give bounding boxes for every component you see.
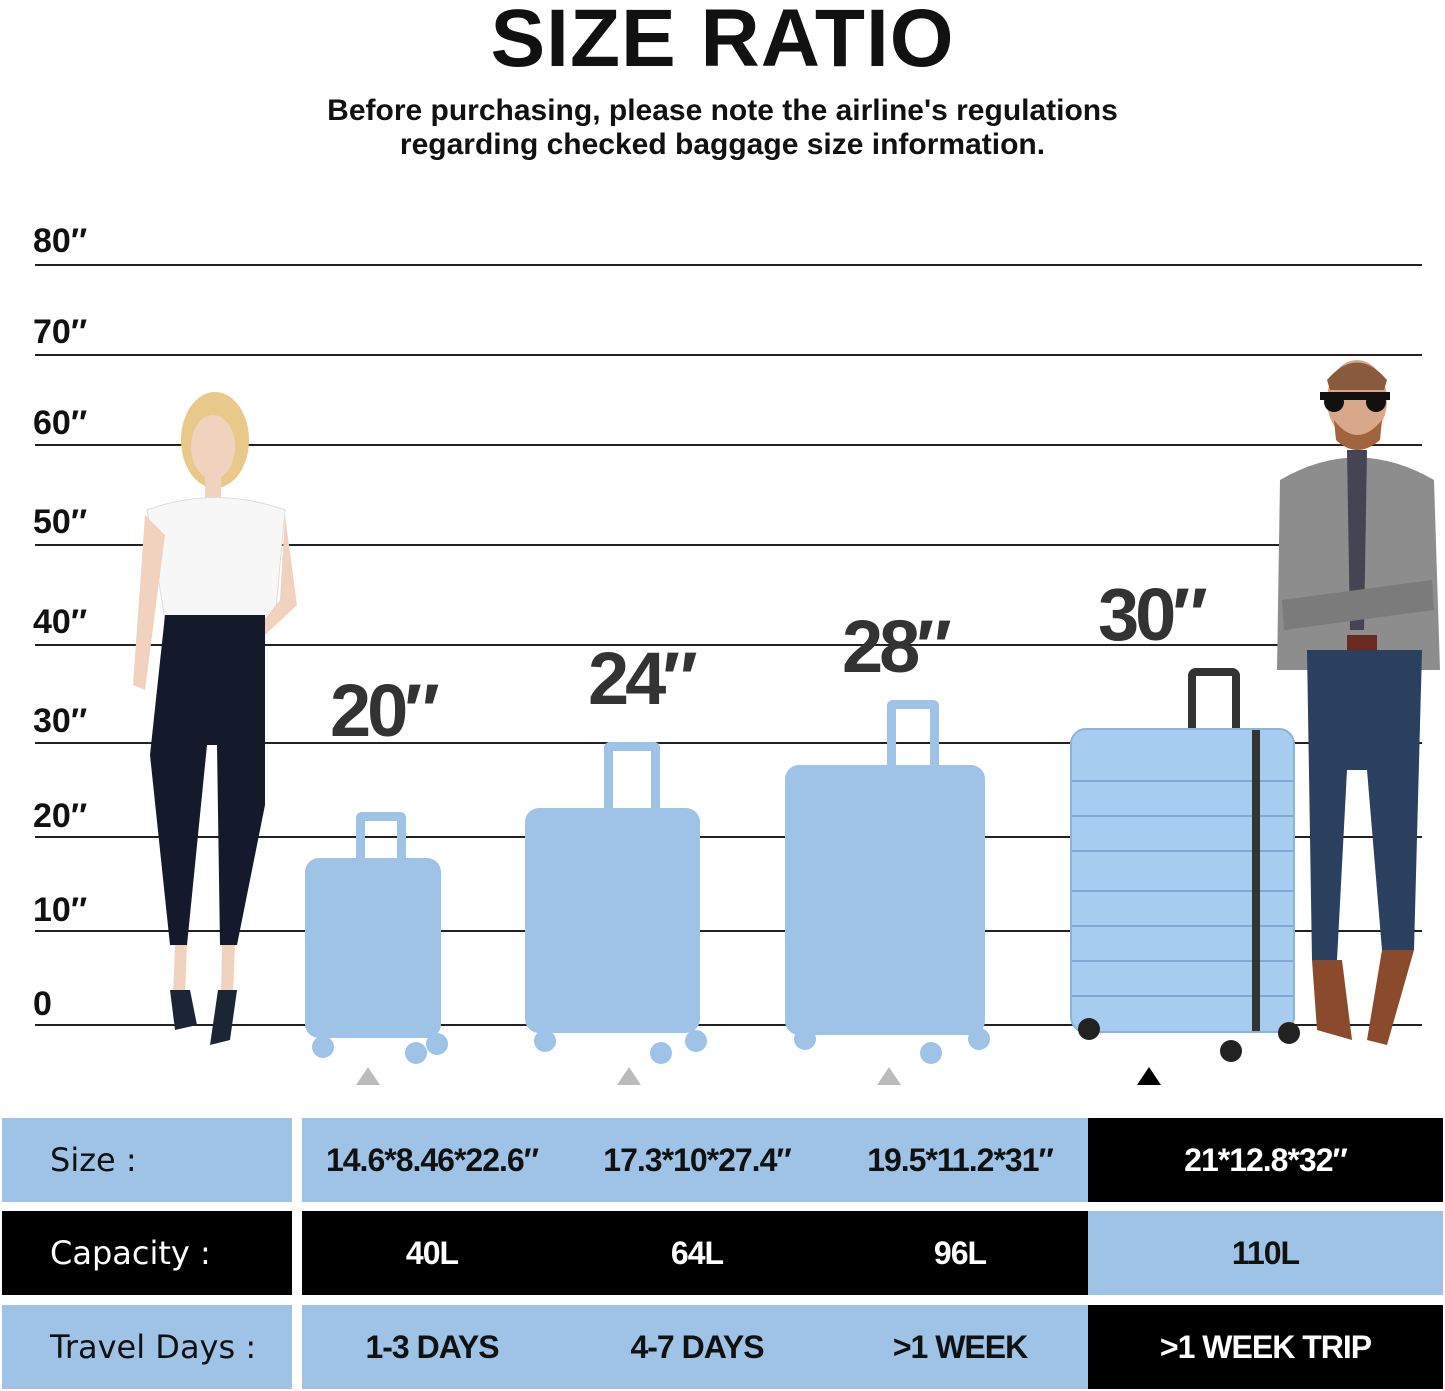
row-label: Size :	[2, 1118, 292, 1202]
table-cell: 17.3*10*27.4″	[562, 1118, 832, 1202]
scale-label-10: 10″	[33, 891, 88, 929]
table-row-capacity: Capacity : 40L 64L 96L 110L	[2, 1211, 1443, 1295]
table-cell-highlighted: 21*12.8*32″	[1088, 1118, 1443, 1202]
scale-label-80: 80″	[33, 222, 88, 260]
suitcase-handle	[887, 700, 939, 770]
scale-label-70: 70″	[33, 313, 88, 351]
suitcase-handle	[1188, 668, 1240, 732]
scale-line	[35, 1024, 1422, 1026]
suitcase-wheel	[312, 1036, 334, 1058]
scale-line	[35, 264, 1422, 266]
table-cell: 96L	[832, 1211, 1088, 1295]
suitcase-wheel	[1078, 1018, 1100, 1040]
scale-label-30: 30″	[33, 702, 88, 740]
suitcase-wheel	[794, 1028, 816, 1050]
suitcase-wheel	[685, 1030, 707, 1052]
page-title: SIZE RATIO	[490, 0, 955, 84]
scale-label-20: 20″	[33, 797, 88, 835]
table-cell: 40L	[302, 1211, 562, 1295]
suitcase-size-label: 28″	[842, 605, 952, 688]
suitcase-wheel	[920, 1042, 942, 1064]
suitcase-size-label: 24″	[588, 637, 698, 720]
table-cell: 14.6*8.46*22.6″	[302, 1118, 562, 1202]
suitcase-wheel	[1220, 1040, 1242, 1062]
scale-label-60: 60″	[33, 404, 88, 442]
suitcase-wheel	[1278, 1022, 1300, 1044]
pointer-triangle	[617, 1067, 641, 1085]
table-cell-highlighted: >1 WEEK TRIP	[1088, 1305, 1443, 1389]
table-cell: 1-3 DAYS	[302, 1305, 562, 1389]
suitcase-size-label: 20″	[330, 669, 440, 752]
table-row-size: Size : 14.6*8.46*22.6″ 17.3*10*27.4″ 19.…	[2, 1118, 1443, 1202]
table-cell: >1 WEEK	[832, 1305, 1088, 1389]
table-cell: 64L	[562, 1211, 832, 1295]
man-model-image	[1277, 360, 1440, 1045]
scale-line	[35, 544, 1422, 546]
table-cell-highlighted: 110L	[1088, 1211, 1443, 1295]
scale-line	[35, 444, 1422, 446]
suitcase-size-label: 30″	[1098, 573, 1208, 656]
scale-label-0: 0	[33, 985, 52, 1023]
suitcase-handle	[604, 742, 660, 814]
table-cell: 19.5*11.2*31″	[832, 1118, 1088, 1202]
subtitle-line-2: regarding checked baggage size informati…	[399, 128, 1046, 161]
scale-line	[35, 742, 1422, 744]
suitcase-handle	[356, 812, 406, 864]
suitcase-body	[785, 765, 985, 1035]
suitcase-body	[305, 858, 441, 1038]
table-cell: 4-7 DAYS	[562, 1305, 832, 1389]
suitcase-wheel	[405, 1042, 427, 1064]
suitcase-body	[1070, 728, 1295, 1033]
scale-line	[35, 354, 1422, 356]
suitcase-body	[525, 808, 700, 1033]
scale-line	[35, 930, 1422, 932]
suitcase-wheel	[968, 1028, 990, 1050]
scale-label-50: 50″	[33, 503, 88, 541]
subtitle: Before purchasing, please note the airli…	[0, 94, 1445, 162]
pointer-triangle-selected	[1137, 1067, 1161, 1085]
woman-model-image	[133, 392, 297, 1045]
suitcase-wheel	[534, 1030, 556, 1052]
row-label: Capacity :	[2, 1211, 292, 1295]
scale-label-40: 40″	[33, 603, 88, 641]
table-row-travel-days: Travel Days : 1-3 DAYS 4-7 DAYS >1 WEEK …	[2, 1305, 1443, 1389]
pointer-triangle	[356, 1067, 380, 1085]
subtitle-line-1: Before purchasing, please note the airli…	[327, 94, 1118, 127]
suitcase-wheel	[650, 1042, 672, 1064]
scale-line	[35, 836, 1422, 838]
pointer-triangle	[877, 1067, 901, 1085]
suitcase-wheel	[426, 1033, 448, 1055]
scale-line	[35, 644, 1422, 646]
row-label: Travel Days :	[2, 1305, 292, 1389]
